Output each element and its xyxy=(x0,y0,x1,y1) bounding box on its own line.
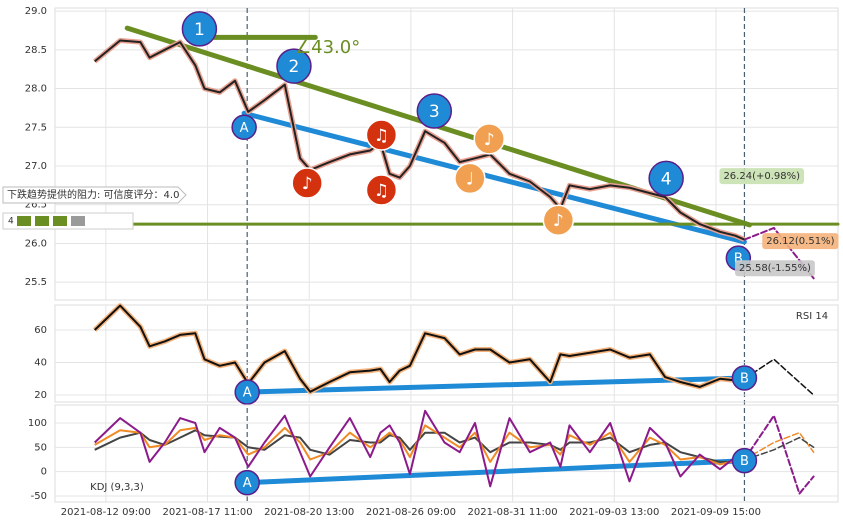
score-icon xyxy=(71,216,85,226)
annotation-label: B xyxy=(740,371,749,386)
annotation-label: 3 xyxy=(429,102,440,122)
y-tick-label: 40 xyxy=(34,358,47,369)
annotation-marker xyxy=(276,48,312,84)
note-icon xyxy=(365,119,398,151)
x-tick-label: 2021-08-20 13:00 xyxy=(264,507,354,518)
score-icon xyxy=(35,216,49,226)
trend-line xyxy=(743,436,815,461)
price-label-box xyxy=(719,168,805,185)
annotation-label: A xyxy=(240,121,249,136)
y-tick-label: 20 xyxy=(34,390,47,401)
note-symbol: ♪ xyxy=(553,211,564,231)
series-line xyxy=(94,304,745,393)
price-label: 25.58(-1.55%) xyxy=(739,263,811,274)
series-line xyxy=(94,409,745,488)
score-icon xyxy=(53,216,67,226)
x-tick-label: 2021-08-12 09:00 xyxy=(61,507,151,518)
series-line xyxy=(94,424,745,466)
panel-frame xyxy=(54,7,839,301)
x-tick-label: 2021-09-09 15:00 xyxy=(671,507,761,518)
score-text: 4 xyxy=(8,217,14,227)
annotation-marker xyxy=(234,379,260,405)
trend-line xyxy=(743,413,815,496)
y-tick-label: 27.0 xyxy=(25,161,47,172)
annotation-marker xyxy=(731,365,758,391)
annotation-label: A xyxy=(243,386,252,401)
panel-title: RSI 14 xyxy=(796,311,828,322)
y-tick-label: 25.5 xyxy=(25,277,47,288)
trend-line xyxy=(244,458,747,486)
y-tick-label: 27.5 xyxy=(25,122,47,133)
price-label-box xyxy=(762,233,839,250)
annotation-marker xyxy=(648,160,684,197)
panel-title: KDJ (9,3,3) xyxy=(90,482,144,493)
note-text: 下跌趋势提供的阻力: 可信度评分：4.0 xyxy=(7,188,179,201)
y-tick-label: 60 xyxy=(34,325,47,336)
y-tick-label: 28.5 xyxy=(25,45,47,56)
annotation-marker xyxy=(416,93,453,129)
y-tick-label: 26.0 xyxy=(25,238,47,249)
note-icon xyxy=(542,204,575,236)
note-box xyxy=(2,186,187,204)
note-icon xyxy=(454,162,486,195)
note-symbol: ♩ xyxy=(466,169,474,189)
note-icon xyxy=(365,174,398,206)
annotation-label: B xyxy=(740,454,749,469)
y-tick-label: 0 xyxy=(41,467,47,478)
series-line xyxy=(94,429,745,463)
y-tick-label: 26.5 xyxy=(25,200,47,211)
note-icon xyxy=(291,167,323,199)
angle-label: ∠43.0° xyxy=(295,37,360,58)
note-icon xyxy=(473,123,505,155)
series-halo xyxy=(93,38,746,242)
annotation-label: A xyxy=(243,476,252,491)
panel-frame xyxy=(54,404,839,503)
price-label: 26.24(+0.98%) xyxy=(723,171,800,182)
price-label: 26.12(0.51%) xyxy=(766,236,834,247)
price-label-box xyxy=(735,260,815,277)
x-tick-label: 2021-09-03 13:00 xyxy=(569,507,659,518)
annotation-marker xyxy=(234,469,260,496)
x-tick-label: 2021-08-31 11:00 xyxy=(468,507,558,518)
note-symbol: ♫ xyxy=(374,126,389,146)
annotation-marker xyxy=(731,447,758,474)
annotation-label: 2 xyxy=(289,57,300,77)
trend-line xyxy=(244,375,747,395)
note-symbol: ♪ xyxy=(484,130,495,150)
y-tick-label: 29.0 xyxy=(25,6,47,17)
annotation-label: B xyxy=(734,252,743,267)
note-symbol: ♫ xyxy=(374,181,389,201)
y-tick-label: 50 xyxy=(34,442,47,453)
score-icon xyxy=(17,216,31,226)
annotation-label: 1 xyxy=(194,20,205,40)
annotation-label: 4 xyxy=(661,169,672,189)
note-symbol: ♪ xyxy=(302,174,313,194)
series-line xyxy=(94,39,745,241)
x-tick-label: 2021-08-26 09:00 xyxy=(366,507,456,518)
annotation-marker xyxy=(231,114,257,141)
trend-line xyxy=(241,110,747,245)
annotation-marker xyxy=(181,11,218,47)
panel-frame xyxy=(54,304,839,403)
y-tick-label: 28.0 xyxy=(25,84,47,95)
y-tick-label: 100 xyxy=(28,418,47,429)
y-tick-label: -50 xyxy=(31,491,47,502)
x-tick-label: 2021-08-17 11:00 xyxy=(162,507,252,518)
